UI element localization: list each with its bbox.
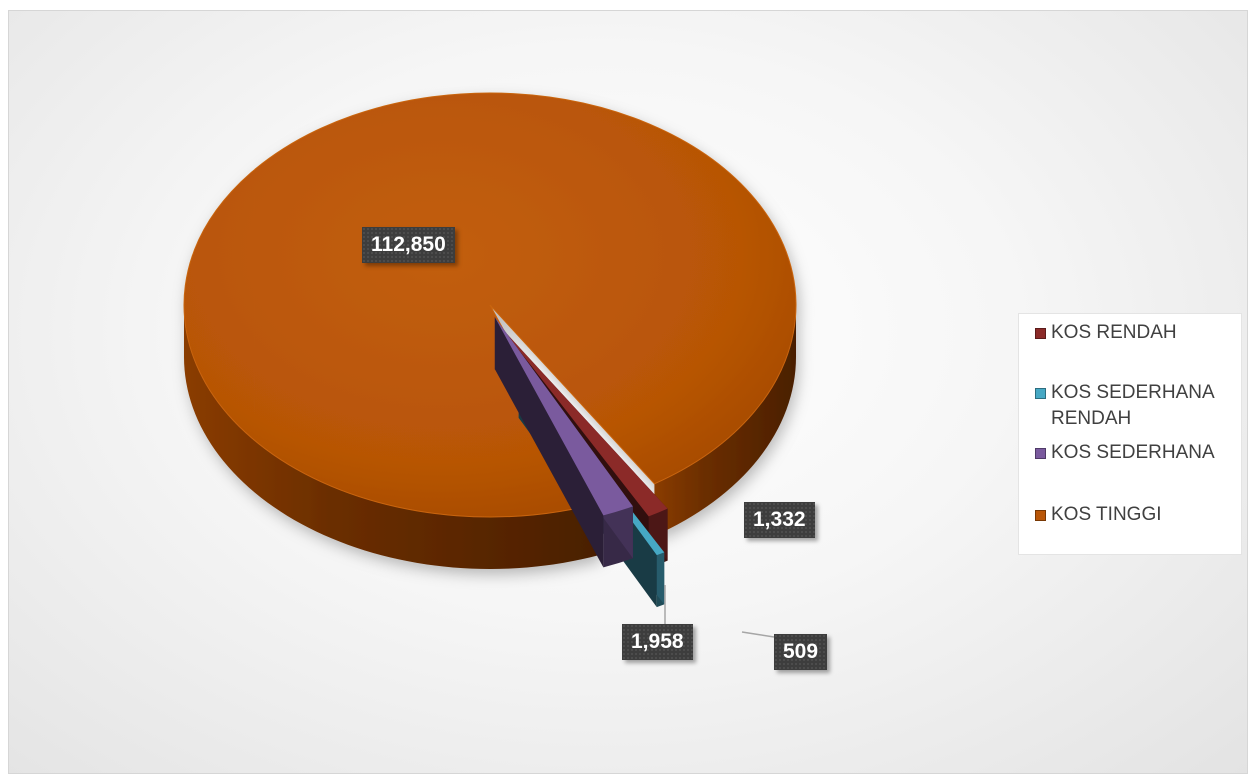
legend-item-kos-tinggi: KOS TINGGI [1035, 502, 1231, 528]
pie-slice-kos-tinggi [184, 93, 796, 569]
legend-swatch-kos-tinggi [1035, 510, 1046, 521]
legend-item-kos-sederhana-rendah: KOS SEDERHANA RENDAH [1035, 380, 1231, 432]
legend: KOS RENDAH KOS SEDERHANA RENDAH KOS SEDE… [1018, 313, 1242, 555]
data-label-kos-sederhana: 1,958 [622, 624, 693, 660]
legend-swatch-kos-rendah [1035, 328, 1046, 339]
data-label-kos-sederhana-rendah: 509 [774, 634, 827, 670]
data-label-kos-rendah: 1,332 [744, 502, 815, 538]
legend-label: KOS RENDAH [1051, 320, 1231, 346]
legend-swatch-kos-sederhana-rendah [1035, 388, 1046, 399]
legend-label: KOS SEDERHANA [1051, 440, 1231, 466]
pie-top-kos-tinggi [184, 93, 796, 517]
leader-line-kos-sederhana-rendah [742, 632, 774, 637]
legend-item-kos-rendah: KOS RENDAH [1035, 320, 1231, 346]
legend-label: KOS SEDERHANA RENDAH [1051, 380, 1231, 432]
legend-item-kos-sederhana: KOS SEDERHANA [1035, 440, 1231, 466]
legend-label: KOS TINGGI [1051, 502, 1231, 528]
legend-swatch-kos-sederhana [1035, 448, 1046, 459]
data-label-kos-tinggi: 112,850 [362, 227, 455, 263]
